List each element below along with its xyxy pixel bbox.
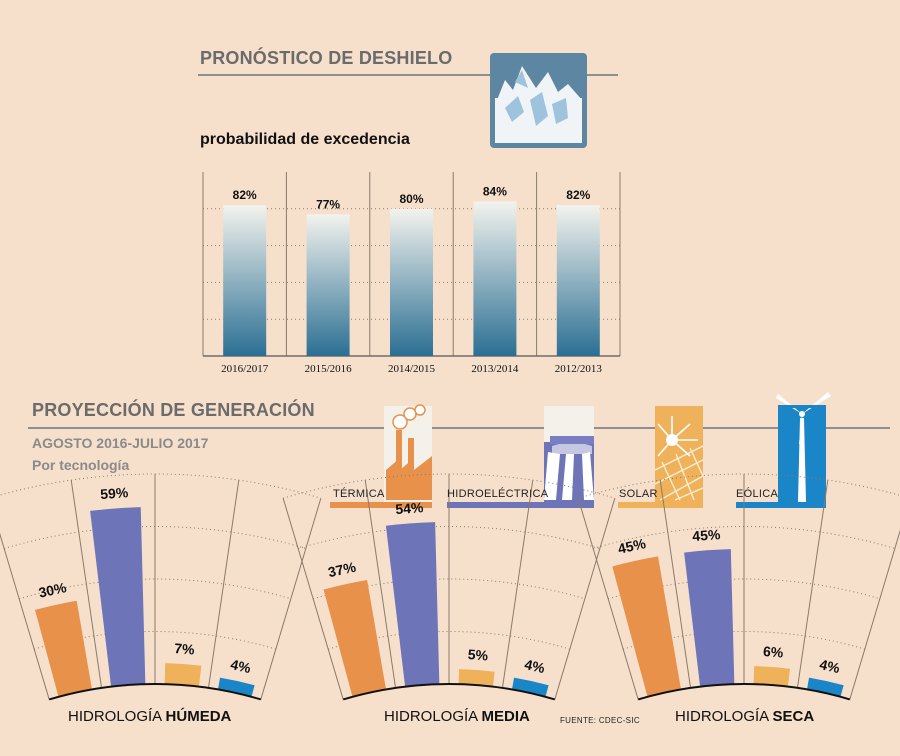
snowmelt-tick-label: 2014/2015 xyxy=(388,363,436,375)
fan-grid-radial xyxy=(659,480,692,688)
fan-grid-radial xyxy=(501,480,534,688)
factory-icon xyxy=(384,404,432,502)
snowmelt-data-label: 77% xyxy=(316,197,340,211)
snowmelt-heading: PRONÓSTICO DE DESHIELO xyxy=(200,48,453,68)
wind-turbine-icon xyxy=(776,392,831,502)
snowmelt-tick-label: 2012/2013 xyxy=(555,363,603,375)
snowmelt-bar xyxy=(473,201,517,356)
snowmelt-bar xyxy=(390,208,433,356)
source-note: FUENTE: CDEC-SIC xyxy=(560,716,640,725)
fan-bar xyxy=(385,522,440,687)
solar-panel-icon xyxy=(654,406,704,502)
snowmelt-data-label: 84% xyxy=(483,184,507,198)
fan-data-label: 6% xyxy=(763,643,785,660)
fan-bar xyxy=(35,600,93,697)
fan-data-label: 37% xyxy=(326,558,357,580)
hydro-underline xyxy=(447,502,594,508)
fan-grid-arc xyxy=(0,473,321,499)
fan-grid-radial xyxy=(364,480,397,688)
snowmelt-tick-label: 2013/2014 xyxy=(471,363,519,375)
fan-bar xyxy=(90,507,146,687)
fan-base-arc xyxy=(48,683,262,701)
fan-title-humeda: HIDROLOGÍA HÚMEDA xyxy=(68,708,232,725)
fan-grid-radial xyxy=(207,480,240,688)
fan-grid-radial xyxy=(260,498,322,700)
fan-grid-radial xyxy=(282,498,344,700)
fan-bar xyxy=(806,677,844,697)
dam-icon xyxy=(544,406,594,502)
fan-bar xyxy=(753,666,791,687)
fan-data-label: 54% xyxy=(395,499,425,517)
fan-grid-radial xyxy=(0,532,50,700)
generation-heading: PROYECCIÓN DE GENERACIÓN xyxy=(32,400,315,420)
fan-chart-media: 37% 54% 5% 4% xyxy=(282,473,616,701)
snowmelt-data-label: 82% xyxy=(566,188,590,202)
fan-data-label: 4% xyxy=(818,656,842,676)
snowmelt-tick-label: 2015/2016 xyxy=(305,363,353,375)
generation-period: AGOSTO 2016-JULIO 2017 xyxy=(32,435,209,451)
fan-bar xyxy=(164,663,202,687)
generation-by-technology: Por tecnología xyxy=(32,457,130,473)
fan-data-label: 4% xyxy=(229,656,253,676)
fan-data-label: 45% xyxy=(692,526,722,544)
fan-grid-radial xyxy=(70,480,103,688)
fan-bar xyxy=(684,549,735,687)
fan-data-label: 30% xyxy=(37,579,68,601)
fan-data-label: 5% xyxy=(467,646,489,663)
fan-data-label: 7% xyxy=(174,640,196,657)
fan-bar xyxy=(217,677,255,697)
fan-base-arc xyxy=(342,683,556,701)
fan-bar xyxy=(458,669,495,687)
legend-label-hydro: HIDROELÉCTRICA xyxy=(447,488,549,500)
fan-data-label: 45% xyxy=(616,535,647,557)
fan-chart-seca: 45% 45% 6% 4% xyxy=(577,473,900,701)
fan-grid-radial xyxy=(554,498,616,700)
solar-underline xyxy=(618,502,703,508)
thermal-underline xyxy=(330,502,432,508)
fan-bar xyxy=(612,556,682,697)
fan-base-arc xyxy=(637,683,851,701)
fan-grid-radial xyxy=(577,498,639,700)
fan-chart-humeda: 30% 59% 7% 4% xyxy=(0,473,322,701)
legend-label-solar: SOLAR xyxy=(619,488,658,500)
snowmelt-tick-label: 2016/2017 xyxy=(221,363,269,375)
snowmelt-bar xyxy=(306,214,350,356)
wind-underline xyxy=(736,502,826,508)
snowmelt-bar xyxy=(223,205,267,356)
legend-label-thermal: TÉRMICA xyxy=(333,488,385,500)
snow-mountain-icon xyxy=(490,53,587,148)
fan-bar xyxy=(323,580,387,697)
snowmelt-chart-bars: 82% 2016/2017 77% 2015/2016 80% 2014/2015 84% 2… xyxy=(221,184,602,375)
fan-data-label: 4% xyxy=(523,656,547,676)
fan-title-seca: HIDROLOGÍA SECA xyxy=(675,708,815,725)
fan-data-label: 59% xyxy=(100,484,130,502)
fan-grid-radial xyxy=(796,480,829,688)
legend-label-wind: EÓLICA xyxy=(736,488,779,500)
fan-bar xyxy=(511,677,549,697)
snowmelt-data-label: 82% xyxy=(233,188,257,202)
fan-grid-radial xyxy=(849,529,900,700)
snowmelt-subtitle: probabilidad de excedencia xyxy=(200,131,410,148)
fan-title-media: HIDROLOGÍA MEDIA xyxy=(384,708,530,725)
snowmelt-bar xyxy=(556,205,600,356)
snowmelt-data-label: 80% xyxy=(399,192,423,206)
